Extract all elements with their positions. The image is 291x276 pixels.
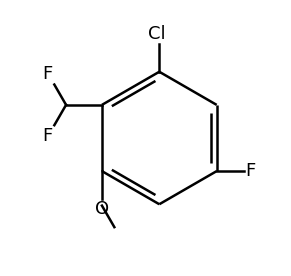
Text: F: F <box>246 162 256 180</box>
Text: F: F <box>43 65 53 83</box>
Text: O: O <box>95 200 109 218</box>
Text: Cl: Cl <box>148 25 165 43</box>
Text: F: F <box>43 127 53 145</box>
